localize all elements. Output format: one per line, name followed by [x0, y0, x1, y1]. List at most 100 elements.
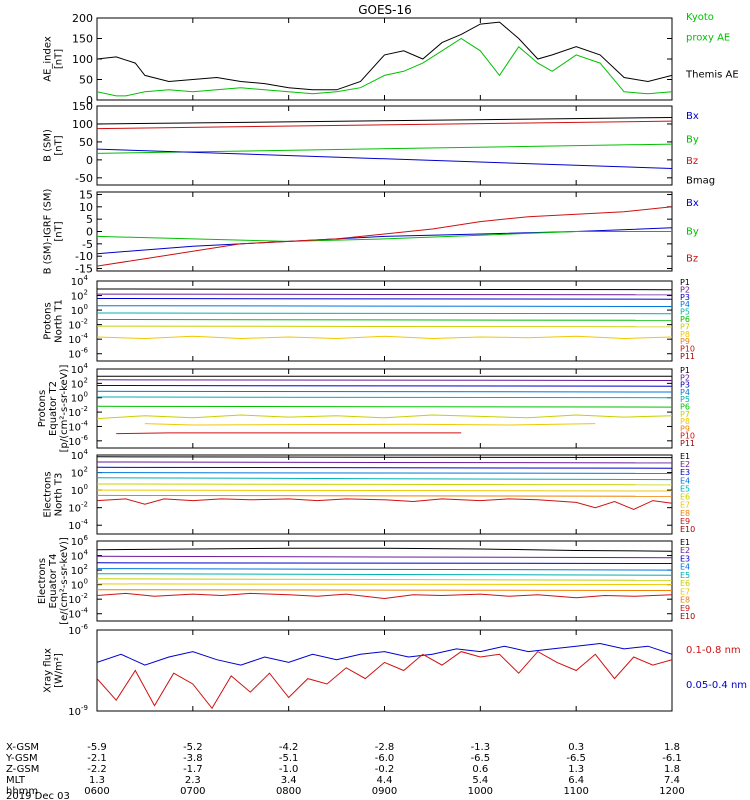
series-line — [97, 288, 672, 291]
tick-exponent: -9 — [81, 704, 88, 712]
y-tick-label: 50 — [79, 74, 93, 87]
legend-label: E1 — [680, 538, 690, 547]
legend-label: Bz — [686, 253, 698, 264]
series-line — [97, 568, 672, 571]
series-line — [97, 385, 672, 387]
tick-exponent: -4 — [81, 332, 89, 340]
x-row-value: -3.8 — [183, 753, 203, 764]
x-row-value: 5.4 — [472, 775, 488, 786]
y-axis-label: AE_index — [43, 36, 54, 82]
series-line — [97, 325, 672, 328]
series-line — [97, 405, 672, 408]
y-tick-label: 10-9 — [68, 704, 88, 718]
series-line — [97, 293, 672, 296]
legend-label: E6 — [680, 493, 690, 502]
tick-exponent: 0 — [84, 303, 88, 311]
x-row-label: Z-GSM — [6, 764, 39, 775]
series-line — [97, 555, 672, 559]
tick-exponent: -4 — [81, 518, 89, 526]
tick-exponent: -6 — [81, 434, 89, 442]
legend-label: E3 — [680, 554, 690, 563]
series-group — [97, 547, 672, 600]
x-row-label: MLT — [6, 775, 26, 786]
series-line — [97, 231, 672, 242]
series-line — [97, 117, 672, 125]
x-row-value: -1.0 — [279, 764, 299, 775]
series-line — [97, 573, 672, 576]
series-line — [97, 461, 672, 464]
series-line — [97, 390, 672, 393]
y-tick-label: 0 — [86, 154, 93, 167]
series-line — [97, 21, 672, 91]
y-tick-label: -10 — [75, 250, 93, 263]
legend-label: Bx — [686, 198, 699, 209]
tick-exponent: 4 — [84, 448, 89, 456]
series-line — [97, 477, 672, 481]
y-tick-label: 150 — [72, 33, 93, 46]
legend-label: P10 — [680, 432, 695, 441]
y-tick-label: 104 — [71, 362, 89, 376]
tick-exponent: -2 — [81, 501, 88, 509]
x-row-value: 1000 — [468, 786, 493, 797]
legend-label: proxy AE — [686, 32, 730, 43]
series-line — [97, 494, 672, 497]
y-tick-label: 10-4 — [68, 518, 88, 532]
series-line — [97, 120, 672, 130]
y-tick-label: 100 — [71, 578, 88, 592]
legend-label: By — [686, 226, 699, 237]
y-tick-label: 10-4 — [68, 607, 88, 621]
series-line — [97, 206, 672, 267]
x-row-value: 0700 — [180, 786, 205, 797]
x-row-value: 0900 — [372, 786, 397, 797]
y-axis-label: [e/(cm²-s-sr-keV)] — [59, 537, 70, 625]
y-tick-label: 50 — [79, 136, 93, 149]
legend-label: E2 — [680, 460, 690, 469]
legend-label: E10 — [680, 525, 695, 534]
legend-label: P4 — [680, 300, 690, 309]
legend-label: Bx — [686, 111, 699, 122]
x-row-value: 0800 — [276, 786, 301, 797]
legend-label: P9 — [680, 424, 690, 433]
y-tick-label: 106 — [71, 534, 89, 548]
legend-label: Themis AE — [685, 69, 739, 80]
series-group — [97, 21, 672, 97]
y-tick-label: -5 — [82, 238, 93, 251]
legend-label: P1 — [680, 278, 690, 287]
panel-frame — [96, 454, 673, 535]
series-line — [97, 312, 672, 315]
x-row-value: 2.3 — [185, 775, 201, 786]
y-axis-label: North T1 — [54, 299, 65, 343]
series-line — [97, 589, 672, 591]
tick-exponent: 6 — [84, 534, 89, 542]
legend-label: E3 — [680, 468, 690, 477]
tick-exponent: -4 — [81, 607, 89, 615]
legend-label: P3 — [680, 293, 690, 302]
y-tick-label: 10 — [79, 201, 93, 214]
y-tick-label: 104 — [71, 274, 89, 288]
legend-label: P1 — [680, 366, 690, 375]
y-axis-label: Equator T4 — [48, 554, 59, 609]
x-row-value: 0600 — [84, 786, 109, 797]
tick-exponent: 0 — [84, 391, 88, 399]
y-tick-label: 10-2 — [68, 501, 88, 515]
legend-label: E9 — [680, 604, 690, 613]
legend-label: P11 — [680, 439, 695, 448]
legend-label: 0.05-0.4 nm — [686, 680, 747, 691]
tick-exponent: 0 — [84, 578, 88, 586]
y-tick-label: 150 — [72, 100, 93, 113]
x-row-value: 1.3 — [568, 764, 584, 775]
x-row-value: -5.2 — [183, 742, 203, 753]
x-row-value: 1100 — [563, 786, 588, 797]
y-tick-label: 10-4 — [68, 332, 88, 346]
panel-frame — [96, 629, 673, 712]
y-axis-label: Protons — [43, 302, 54, 339]
series-line — [97, 456, 672, 459]
legend-label: P10 — [680, 345, 695, 354]
y-tick-label: 100 — [71, 303, 88, 317]
y-axis-label: [p/(cm²-s-sr-keV)] — [59, 365, 70, 453]
tick-exponent: 2 — [84, 376, 88, 384]
series-line — [97, 547, 672, 552]
legend-label: P5 — [680, 308, 690, 317]
